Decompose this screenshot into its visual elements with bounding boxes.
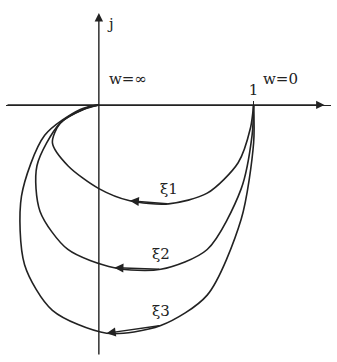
svg-text:ξ3: ξ3 xyxy=(152,302,170,320)
svg-text:ξ2: ξ2 xyxy=(152,245,170,263)
svg-text:ξ1: ξ1 xyxy=(160,180,178,198)
svg-text:1: 1 xyxy=(249,81,259,99)
svg-text:j: j xyxy=(107,15,114,33)
svg-text:w=∞: w=∞ xyxy=(109,70,147,88)
svg-text:w=0: w=0 xyxy=(263,70,298,88)
